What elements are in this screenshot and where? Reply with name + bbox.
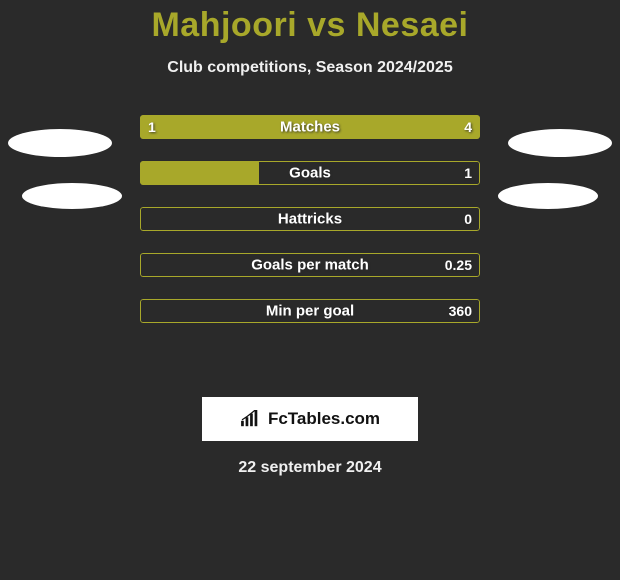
left-placeholder-ellipse (22, 183, 122, 209)
page-subtitle: Club competitions, Season 2024/2025 (0, 59, 620, 77)
bar-track (140, 207, 480, 231)
bar-track (140, 299, 480, 323)
stat-row: Goals per match0.25 (140, 253, 480, 277)
bars-container: Matches14 Goals1 Hattricks0 Goals per match… (140, 115, 480, 323)
bar-fill-left (140, 115, 201, 139)
page-title: Mahjoori vs Nesaei (0, 0, 620, 45)
stat-row: Goals1 (140, 161, 480, 185)
right-placeholder-ellipse (498, 183, 598, 209)
right-placeholder-ellipse (508, 129, 612, 157)
bar-track (140, 253, 480, 277)
bar-fill-left (140, 161, 259, 185)
branding-badge: FcTables.com (202, 397, 418, 441)
left-placeholder-ellipse (8, 129, 112, 157)
bar-chart-icon (240, 410, 262, 428)
stat-row: Hattricks0 (140, 207, 480, 231)
comparison-chart: Matches14 Goals1 Hattricks0 Goals per match… (0, 115, 620, 375)
branding-text: FcTables.com (268, 409, 380, 429)
stat-row: Min per goal360 (140, 299, 480, 323)
stat-row: Matches14 (140, 115, 480, 139)
bar-fill-right (201, 115, 480, 139)
footer-date: 22 september 2024 (0, 459, 620, 477)
